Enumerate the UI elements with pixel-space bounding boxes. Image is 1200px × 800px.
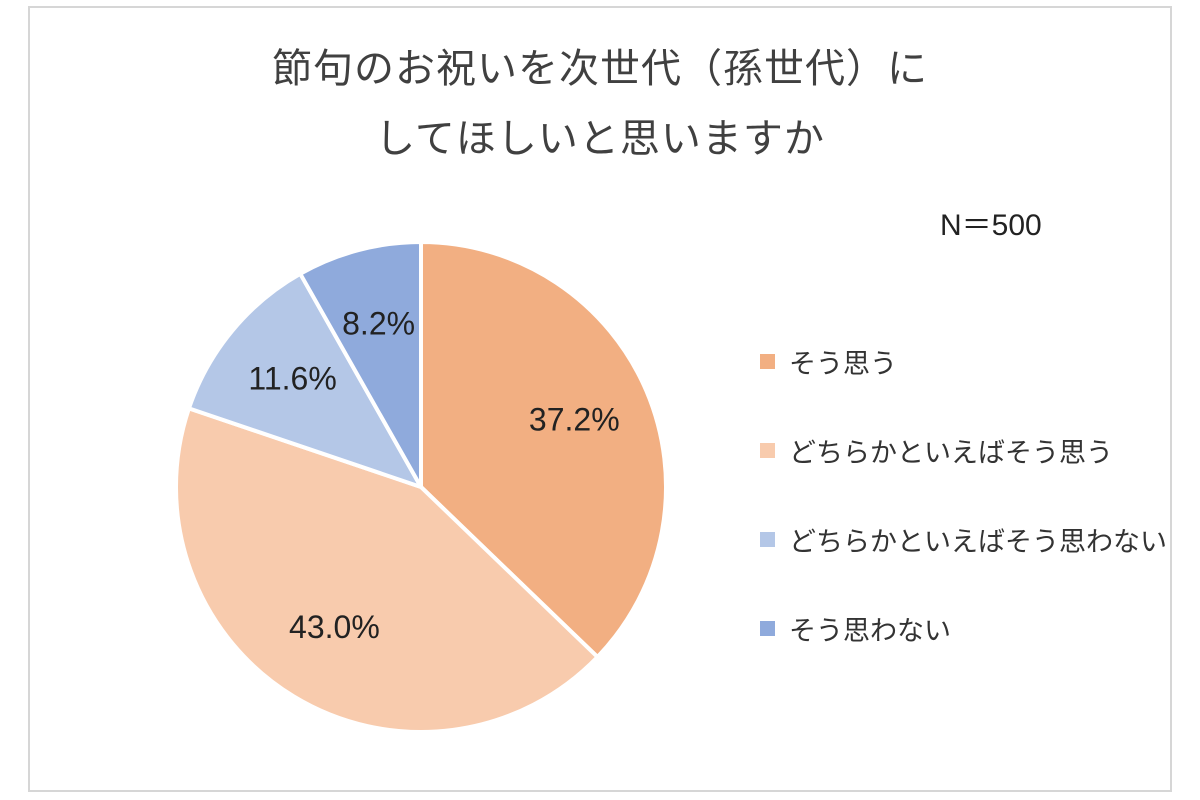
legend-item-2: どちらかといえばそう思う <box>760 427 1167 473</box>
chart-title: 節句のお祝いを次世代（孫世代）に してほしいと思いますか <box>0 34 1200 174</box>
slice-label-4: 8.2% <box>342 305 415 341</box>
legend-label-4: そう思わない <box>789 615 951 647</box>
sample-size-note: N＝500 <box>940 209 1042 242</box>
legend-swatch-2 <box>760 442 775 458</box>
legend-label-1: そう思う <box>789 348 897 380</box>
pie-slice-4 <box>298 240 423 489</box>
pie-slice-1 <box>419 240 668 659</box>
legend-swatch-4 <box>760 620 775 636</box>
slice-label-3: 11.6% <box>248 360 336 396</box>
chart-title-line-1: 節句のお祝いを次世代（孫世代）に <box>272 46 928 92</box>
chart-title-line-2: してほしいと思いますか <box>375 116 825 162</box>
legend-swatch-1 <box>760 353 775 369</box>
legend-label-3: どちらかといえばそう思わない <box>789 526 1167 558</box>
pie-slice-3 <box>186 271 423 489</box>
chart-legend: そう思う どちらかといえばそう思う どちらかといえばそう思わない そう思わない <box>760 338 1167 694</box>
pie-slice-2 <box>174 406 600 735</box>
legend-item-4: そう思わない <box>760 605 1167 651</box>
legend-swatch-3 <box>760 531 775 547</box>
slice-label-1: 37.2% <box>529 401 620 437</box>
legend-item-3: どちらかといえばそう思わない <box>760 516 1167 562</box>
legend-label-2: どちらかといえばそう思う <box>789 437 1113 469</box>
slice-label-2: 43.0% <box>289 609 380 645</box>
legend-item-1: そう思う <box>760 338 1167 384</box>
